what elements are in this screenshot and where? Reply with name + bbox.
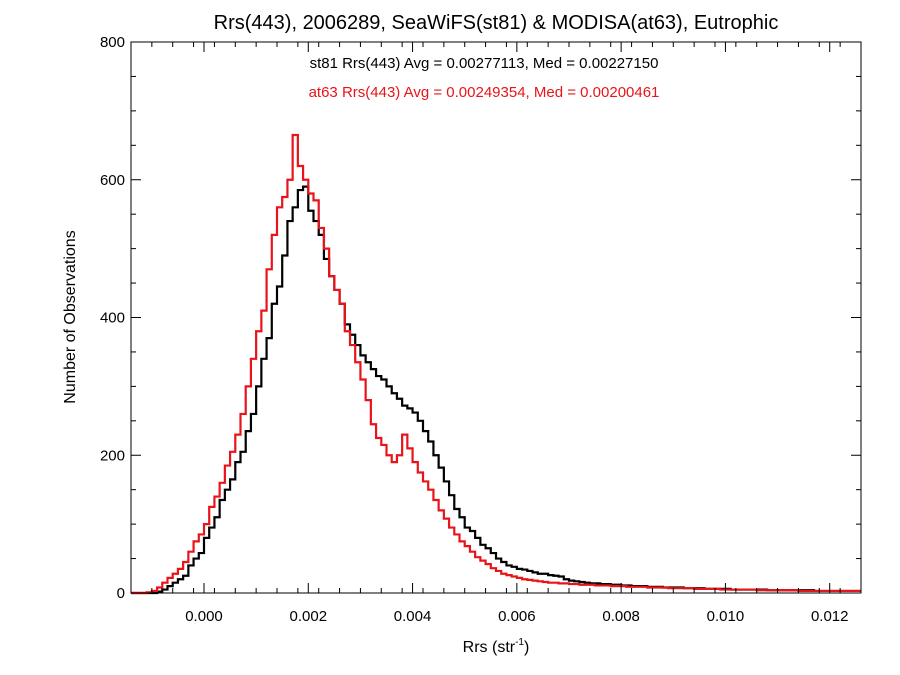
x-tick-label: 0.012 xyxy=(811,608,849,625)
chart-title: Rrs(443), 2006289, SeaWiFS(st81) & MODIS… xyxy=(214,12,779,34)
y-axis-label: Number of Observations xyxy=(62,230,79,403)
x-axis-label-sup: -1 xyxy=(515,637,524,648)
x-tick-label: 0.002 xyxy=(290,608,328,625)
y-tick-label: 600 xyxy=(100,172,125,189)
x-tick-label: 0.006 xyxy=(498,608,536,625)
series-line-1 xyxy=(131,133,861,595)
y-tick-label: 0 xyxy=(117,585,125,602)
y-tick-label: 800 xyxy=(100,34,125,51)
annotation-st81: st81 Rrs(443) Avg = 0.00277113, Med = 0.… xyxy=(310,55,659,72)
x-axis-label-base: Rrs (str xyxy=(463,639,516,656)
ticks-layer: 0.000 0.002 0.004 0.006 0.008 0.010 0.012 0 200 4… xyxy=(100,34,862,625)
x-tick-label: 0.008 xyxy=(602,608,640,625)
x-tick-label: 0.010 xyxy=(707,608,745,625)
series-line-0 xyxy=(131,185,861,595)
x-tick-label: 0.004 xyxy=(394,608,432,625)
annotation-at63: at63 Rrs(443) Avg = 0.00249354, Med = 0.… xyxy=(309,84,660,101)
x-axis-label: Rrs (str-1) xyxy=(463,637,530,656)
x-tick-label: 0.000 xyxy=(185,608,223,625)
series-layer xyxy=(131,133,861,595)
y-tick-label: 200 xyxy=(100,447,125,464)
y-tick-label: 400 xyxy=(100,310,125,327)
plot-frame xyxy=(130,41,862,594)
x-axis-label-suffix: ) xyxy=(524,639,529,656)
